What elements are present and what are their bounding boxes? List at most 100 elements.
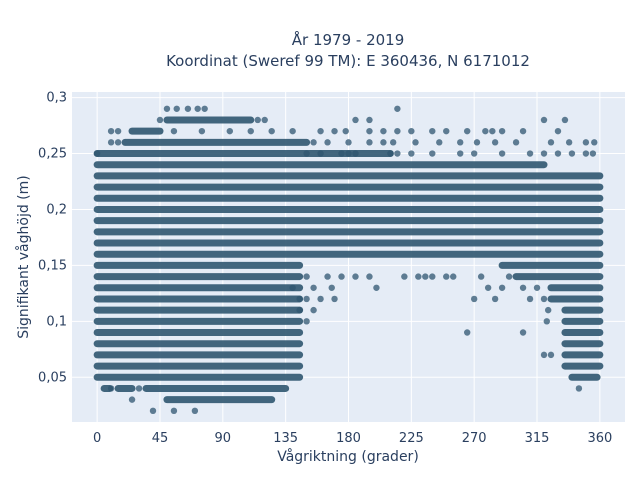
data-point: [149, 407, 157, 415]
data-point: [429, 150, 436, 157]
data-point: [310, 306, 317, 314]
data-point: [394, 127, 401, 135]
y-tick-label: 0,25: [38, 147, 67, 162]
data-point: [443, 273, 450, 280]
data-point: [533, 284, 541, 291]
data-point: [303, 318, 310, 325]
data-point: [268, 127, 275, 135]
data-point: [544, 306, 552, 314]
data-point: [463, 329, 471, 336]
data-point: [128, 396, 136, 403]
data-point: [184, 105, 192, 112]
data-point: [338, 150, 345, 157]
data-point: [296, 295, 303, 303]
data-point: [352, 273, 359, 280]
data-point: [173, 105, 180, 112]
data-point: [505, 273, 513, 280]
data-point: [429, 127, 436, 135]
data-point: [317, 150, 324, 157]
data-point: [310, 139, 317, 146]
data-point: [512, 139, 520, 146]
data-point: [470, 295, 478, 303]
y-tick-label: 0,2: [46, 202, 67, 217]
data-point: [554, 127, 562, 135]
data-point: [107, 385, 115, 392]
data-point: [450, 273, 457, 280]
data-point: [489, 127, 496, 135]
data-point: [429, 273, 436, 280]
data-points: [93, 105, 604, 415]
data-point: [93, 150, 101, 157]
data-point: [436, 139, 443, 146]
data-point: [543, 318, 550, 325]
x-tick-label: 225: [399, 431, 424, 446]
x-tick-label: 360: [587, 431, 612, 446]
data-point: [317, 295, 324, 303]
y-tick-label: 0,3: [46, 91, 67, 106]
data-point: [568, 150, 576, 157]
chart-title-line-1: År 1979 - 2019: [292, 30, 405, 49]
data-point: [342, 127, 349, 135]
data-point: [352, 116, 359, 124]
data-point: [135, 385, 143, 392]
x-tick-labels: 0 45 90 135 180 225 270 315 360: [93, 431, 612, 446]
data-point: [540, 351, 548, 359]
data-point: [463, 127, 471, 135]
data-point: [170, 407, 178, 415]
data-point: [412, 139, 419, 146]
data-point: [191, 407, 199, 415]
data-point: [443, 127, 450, 135]
data-point: [114, 127, 122, 135]
data-point: [561, 116, 569, 124]
data-point: [473, 139, 481, 146]
data-point: [324, 139, 331, 146]
data-point: [582, 150, 590, 157]
data-point: [163, 105, 171, 112]
data-point: [303, 150, 310, 157]
data-point: [170, 127, 178, 135]
x-tick-label: 135: [273, 431, 298, 446]
data-point: [408, 127, 415, 135]
data-point: [366, 127, 373, 135]
data-point: [345, 150, 352, 157]
data-point: [380, 139, 387, 146]
y-tick-label: 0,1: [46, 314, 67, 329]
data-point: [254, 116, 261, 124]
data-point: [519, 329, 527, 336]
data-point: [498, 284, 506, 291]
data-point: [261, 116, 268, 124]
x-tick-label: 0: [93, 431, 101, 446]
data-point: [198, 127, 206, 135]
data-point: [484, 284, 492, 291]
data-point: [247, 127, 254, 135]
data-point: [394, 150, 401, 157]
data-point: [387, 150, 394, 157]
data-point: [554, 150, 562, 157]
data-point: [296, 306, 303, 314]
data-point: [366, 273, 373, 280]
data-point: [565, 139, 573, 146]
data-point: [498, 127, 506, 135]
data-point: [491, 295, 499, 303]
data-point: [328, 284, 335, 291]
data-point: [226, 127, 234, 135]
data-point: [114, 139, 122, 146]
data-point: [338, 273, 345, 280]
data-point: [366, 116, 373, 124]
data-point: [415, 273, 422, 280]
data-point: [366, 139, 373, 146]
data-point: [324, 273, 331, 280]
data-point: [477, 273, 485, 280]
data-point: [540, 295, 548, 303]
data-point: [107, 127, 115, 135]
data-point: [457, 150, 464, 157]
y-tick-labels: 0,05 0,1 0,15 0,2 0,25 0,3: [38, 91, 67, 386]
data-point: [519, 127, 527, 135]
data-point: [491, 139, 499, 146]
data-point: [457, 139, 464, 146]
data-point: [373, 284, 380, 291]
data-point: [526, 295, 534, 303]
data-point: [201, 105, 208, 112]
y-axis-title: Signifikant våghöjd (m): [15, 175, 32, 338]
x-axis-title: Vågriktning (grader): [277, 448, 419, 465]
